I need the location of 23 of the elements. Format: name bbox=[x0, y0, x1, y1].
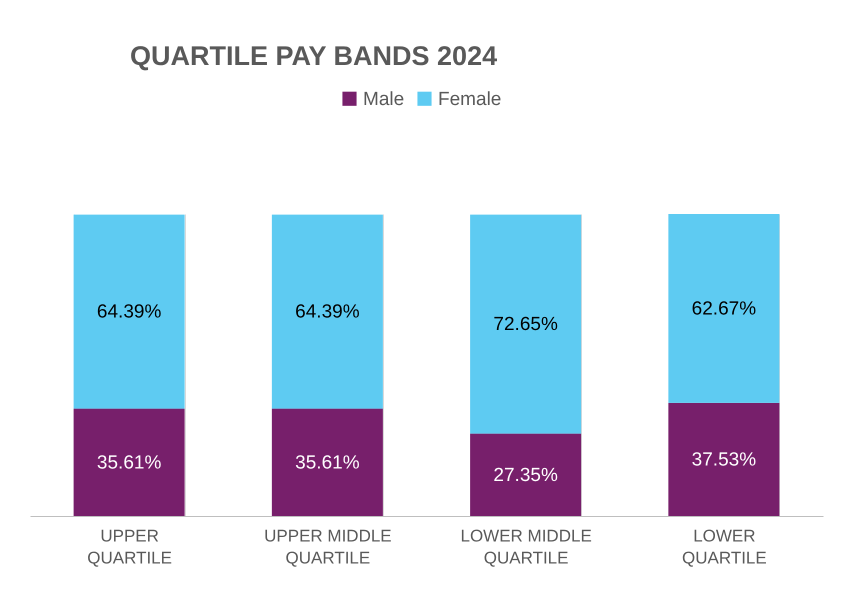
bar bbox=[272, 214, 383, 409]
legend-label: Male bbox=[363, 88, 404, 110]
data-label: 72.65% bbox=[493, 314, 558, 336]
data-label: 37.53% bbox=[692, 449, 756, 470]
bar bbox=[272, 408, 383, 516]
data-label: 35.61% bbox=[96, 452, 162, 474]
x-tick-label: LOWER QUARTILE bbox=[682, 526, 767, 568]
bar bbox=[668, 402, 780, 516]
data-label: 27.35% bbox=[493, 464, 558, 486]
data-label: 64.39% bbox=[96, 302, 162, 323]
bar bbox=[74, 408, 185, 516]
x-tick-label: LOWER MIDDLE QUARTILE bbox=[460, 526, 592, 568]
bar bbox=[470, 214, 582, 434]
data-label: 35.61% bbox=[295, 452, 360, 474]
data-label: 62.67% bbox=[692, 298, 756, 320]
legend-label: Female bbox=[438, 88, 502, 110]
chart-title: QUARTILE PAY BANDS 2024 bbox=[130, 41, 498, 71]
bar bbox=[470, 434, 582, 516]
x-tick-label: UPPER MIDDLE QUARTILE bbox=[264, 526, 392, 568]
data-label: 64.39% bbox=[295, 302, 360, 323]
x-tick-label: UPPER QUARTILE bbox=[87, 526, 172, 568]
bar bbox=[74, 214, 185, 409]
bar bbox=[668, 214, 780, 403]
